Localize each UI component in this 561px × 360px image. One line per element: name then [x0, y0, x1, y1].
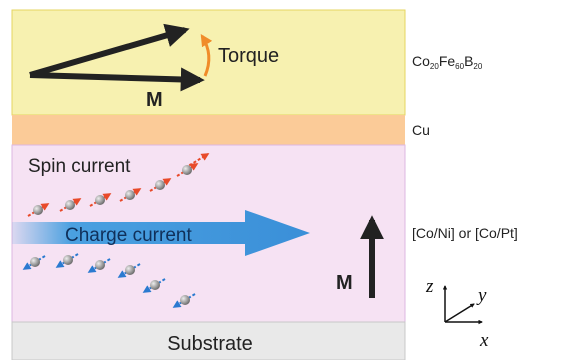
- m-label: M: [146, 89, 163, 111]
- y-label: y: [476, 285, 487, 306]
- axes-icon: [445, 286, 482, 322]
- cu-layer: [12, 115, 405, 145]
- m-label: M: [336, 272, 353, 294]
- charge-label: Charge current: [65, 225, 192, 246]
- magnetic-label: [Co/Ni] or [Co/Pt]: [412, 225, 518, 241]
- substrate-label: Substrate: [167, 333, 253, 355]
- diagram: Torque M Charge current Spin current M S…: [0, 0, 561, 360]
- spin-label: Spin current: [28, 156, 131, 177]
- torque-label: Torque: [218, 45, 279, 67]
- cofeb-label: Co20Fe60B20: [412, 53, 483, 71]
- x-label: x: [479, 330, 489, 351]
- z-label: z: [425, 276, 434, 297]
- cu-label: Cu: [412, 122, 430, 138]
